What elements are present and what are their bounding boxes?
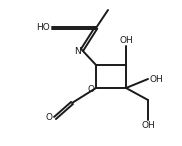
Text: OH: OH	[150, 74, 164, 84]
Text: O: O	[87, 85, 94, 93]
Text: OH: OH	[119, 36, 133, 45]
Text: HO: HO	[36, 24, 50, 33]
Text: OH: OH	[141, 121, 155, 130]
Text: N: N	[74, 46, 81, 55]
Text: O: O	[46, 113, 53, 122]
